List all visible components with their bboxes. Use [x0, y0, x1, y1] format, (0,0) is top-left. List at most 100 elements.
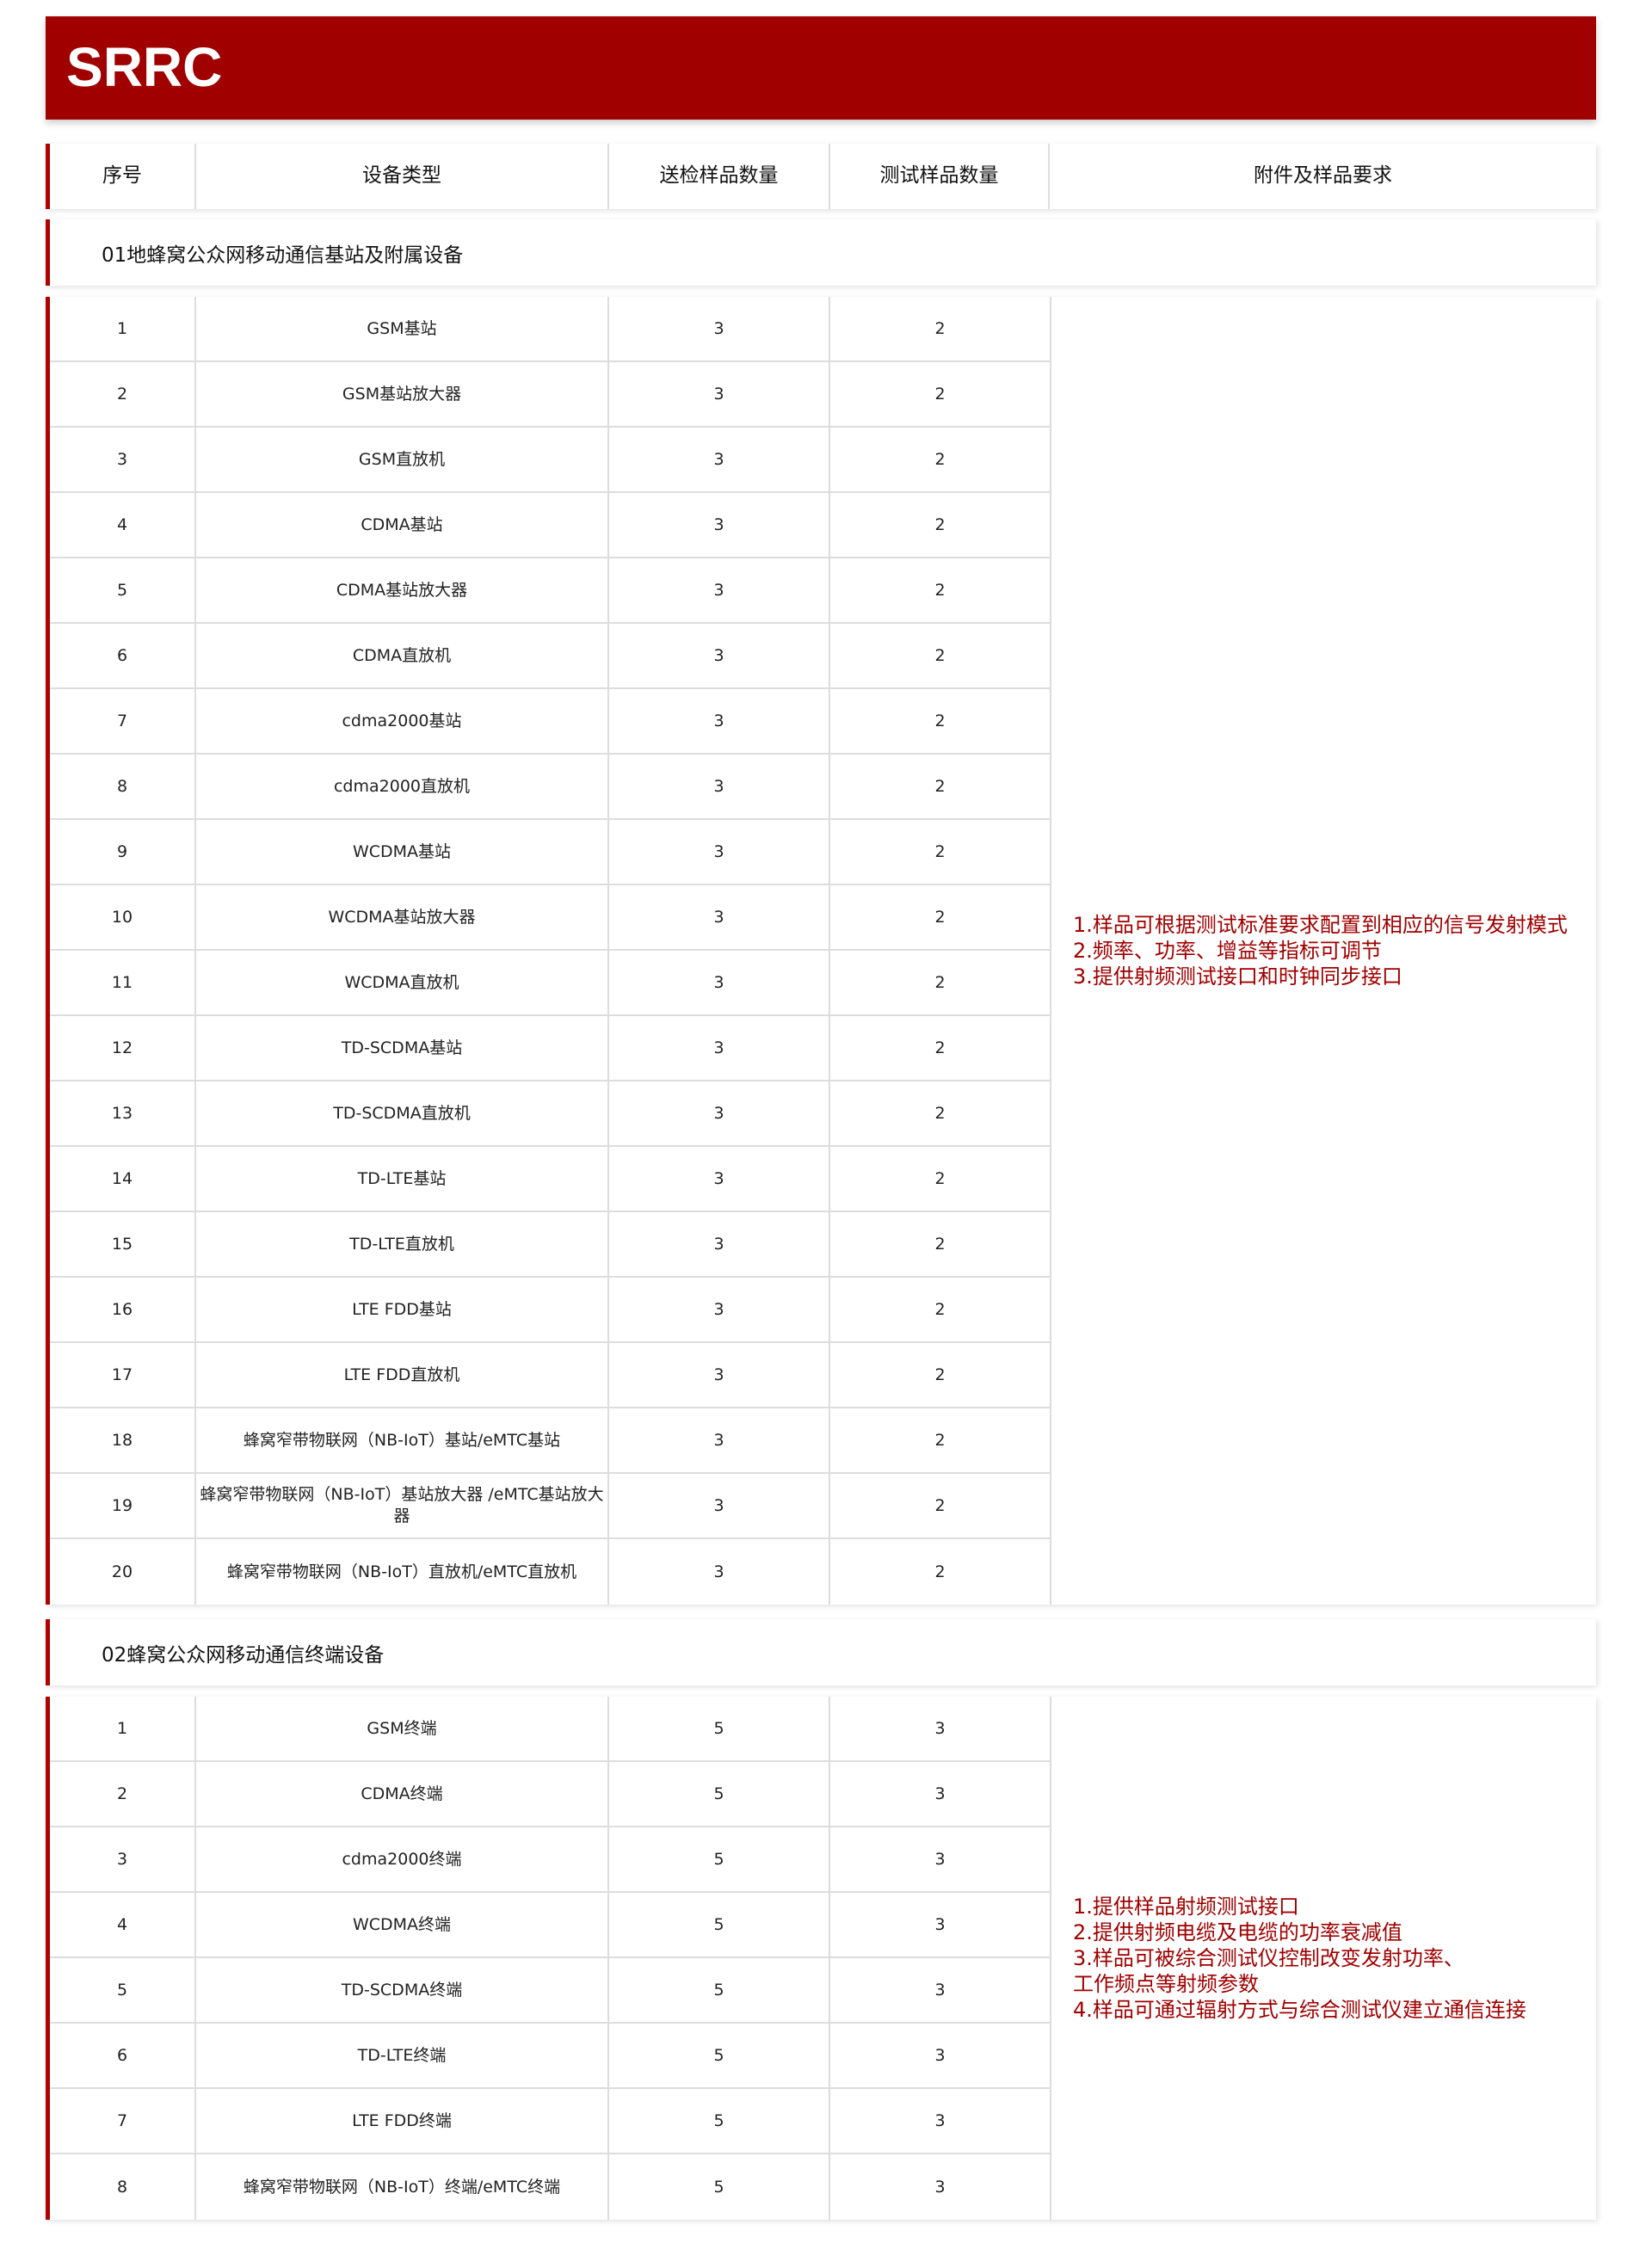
row-sent-qty: 5 [609, 1762, 830, 1826]
row-test-qty: 3 [934, 1784, 946, 1803]
table-row: 1 GSM基站 3 2 [50, 297, 1050, 362]
row-no: 8 [50, 2154, 196, 2220]
row-type: TD-SCDMA直放机 [196, 1081, 609, 1145]
table-row: 13 TD-SCDMA直放机 3 2 [50, 1081, 1050, 1147]
row-test-qty: 3 [934, 2177, 946, 2197]
row-no: 7 [50, 2089, 196, 2153]
row-test-qty: 2 [934, 1299, 946, 1319]
header-test: 测试样品数量 [830, 144, 1050, 209]
row-no: 3 [50, 1827, 196, 1891]
row-sent-qty: 3 [609, 1081, 830, 1145]
row-type: TD-LTE基站 [196, 1147, 609, 1211]
row-test-qty: 2 [934, 1234, 946, 1254]
row-no: 8 [50, 755, 196, 818]
row-type: 蜂窝窄带物联网（NB-IoT）基站放大器 /eMTC基站放大器 [196, 1474, 609, 1537]
row-sent-qty: 5 [609, 1827, 830, 1891]
row-test-qty: 2 [934, 1168, 946, 1188]
row-type: LTE FDD终端 [196, 2089, 609, 2153]
table-row: 7 LTE FDD终端 5 3 [50, 2089, 1050, 2154]
row-test-qty: 2 [934, 318, 946, 338]
requirement-line: 4.样品可通过辐射方式与综合测试仪建立通信连接 [1073, 1998, 1526, 2022]
row-no: 10 [50, 885, 196, 949]
requirements: 1.提供样品射频测试接口 2.提供射频电缆及电缆的功率衰减值 3.样品可被综合测试仪… [1050, 1697, 1596, 2220]
row-no: 16 [50, 1278, 196, 1341]
row-type: CDMA终端 [196, 1762, 609, 1826]
row-no: 19 [50, 1474, 196, 1537]
row-sent-qty: 3 [609, 428, 830, 491]
row-sent-qty: 5 [609, 2089, 830, 2153]
table-row: 14 TD-LTE基站 3 2 [50, 1147, 1050, 1212]
row-test-qty: 3 [934, 2045, 946, 2065]
requirement-line: 2.提供射频电缆及电缆的功率衰减值 [1073, 1920, 1402, 1944]
row-test-qty: 2 [934, 580, 946, 600]
row-sent-qty: 3 [609, 885, 830, 949]
row-sent-qty: 3 [609, 362, 830, 426]
row-sent-qty: 3 [609, 297, 830, 360]
row-sent-qty: 3 [609, 1016, 830, 1080]
row-test-qty: 2 [934, 515, 946, 534]
row-type: WCDMA基站 [196, 820, 609, 884]
row-no: 4 [50, 1893, 196, 1956]
table-row: 9 WCDMA基站 3 2 [50, 820, 1050, 885]
row-test-qty: 2 [934, 1430, 946, 1450]
table-row: 8 蜂窝窄带物联网（NB-IoT）终端/eMTC终端 5 3 [50, 2154, 1050, 2220]
table-row: 15 TD-LTE直放机 3 2 [50, 1212, 1050, 1278]
row-sent-qty: 5 [609, 2024, 830, 2087]
row-test-qty: 2 [934, 1562, 946, 1581]
row-sent-qty: 3 [609, 820, 830, 884]
row-type: GSM终端 [196, 1697, 609, 1760]
row-type: LTE FDD基站 [196, 1278, 609, 1341]
row-no: 9 [50, 820, 196, 884]
table-row: 16 LTE FDD基站 3 2 [50, 1278, 1050, 1343]
requirement-line: 工作频点等射频参数 [1073, 1972, 1259, 1996]
row-type: cdma2000终端 [196, 1827, 609, 1891]
row-no: 20 [50, 1539, 196, 1605]
row-type: WCDMA基站放大器 [196, 885, 609, 949]
table-row: 20 蜂窝窄带物联网（NB-IoT）直放机/eMTC直放机 3 2 [50, 1539, 1050, 1605]
row-sent-qty: 5 [609, 2154, 830, 2220]
row-sent-qty: 3 [609, 689, 830, 753]
table-row: 2 GSM基站放大器 3 2 [50, 362, 1050, 428]
table-row: 10 WCDMA基站放大器 3 2 [50, 885, 1050, 951]
header-requirements: 附件及样品要求 [1254, 164, 1392, 188]
requirement-line: 3.提供射频测试接口和时钟同步接口 [1073, 964, 1402, 989]
row-test-qty: 2 [934, 384, 946, 404]
row-type: CDMA基站放大器 [196, 558, 609, 622]
row-type: CDMA基站 [196, 493, 609, 557]
row-test-qty: 3 [934, 1718, 946, 1738]
table-row: 5 TD-SCDMA终端 5 3 [50, 1958, 1050, 2024]
row-test-qty: 3 [934, 1914, 946, 1934]
row-test-qty: 2 [934, 1365, 946, 1384]
table-row: 18 蜂窝窄带物联网（NB-IoT）基站/eMTC基站 3 2 [50, 1408, 1050, 1474]
row-type: cdma2000基站 [196, 689, 609, 753]
row-sent-qty: 3 [609, 624, 830, 687]
row-type: 蜂窝窄带物联网（NB-IoT）终端/eMTC终端 [196, 2154, 609, 2220]
row-type: GSM直放机 [196, 428, 609, 491]
requirement-line: 1.样品可根据测试标准要求配置到相应的信号发射模式 [1073, 913, 1568, 937]
row-no: 18 [50, 1408, 196, 1472]
row-sent-qty: 3 [609, 558, 830, 622]
table-row: 6 TD-LTE终端 5 3 [50, 2024, 1050, 2089]
row-test-qty: 2 [934, 1495, 946, 1515]
row-test-qty: 3 [934, 1980, 946, 2000]
row-no: 2 [50, 362, 196, 426]
row-sent-qty: 5 [609, 1697, 830, 1760]
requirements: 1.样品可根据测试标准要求配置到相应的信号发射模式 2.频率、功率、增益等指标可调… [1050, 297, 1596, 1605]
row-no: 15 [50, 1212, 196, 1276]
table-row: 8 cdma2000直放机 3 2 [50, 755, 1050, 820]
table-row: 3 GSM直放机 3 2 [50, 428, 1050, 493]
row-test-qty: 2 [934, 776, 946, 796]
row-no: 4 [50, 493, 196, 557]
row-no: 6 [50, 2024, 196, 2087]
table-row: 3 cdma2000终端 5 3 [50, 1827, 1050, 1893]
row-test-qty: 2 [934, 449, 946, 469]
table-row: 2 CDMA终端 5 3 [50, 1762, 1050, 1827]
row-type: TD-LTE终端 [196, 2024, 609, 2087]
row-no: 14 [50, 1147, 196, 1211]
row-test-qty: 3 [934, 1849, 946, 1869]
row-type: cdma2000直放机 [196, 755, 609, 818]
row-type: GSM基站 [196, 297, 609, 360]
row-type: TD-SCDMA基站 [196, 1016, 609, 1080]
row-sent-qty: 3 [609, 1212, 830, 1276]
row-sent-qty: 3 [609, 1474, 830, 1537]
